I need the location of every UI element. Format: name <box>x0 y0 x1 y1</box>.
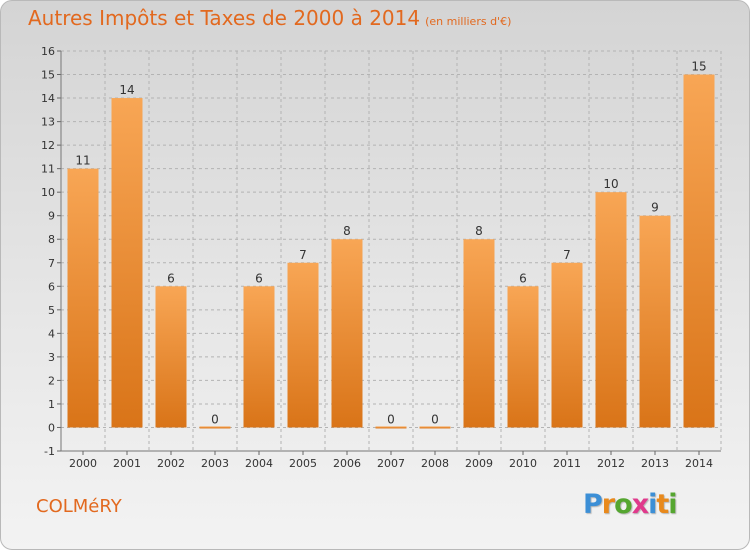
x-tick-label: 2014 <box>685 457 713 470</box>
bar-2005 <box>287 262 319 428</box>
y-tick-label: 2 <box>48 374 55 387</box>
bar-2011 <box>551 262 583 428</box>
chart-title: Autres Impôts et Taxes de 2000 à 2014 (en… <box>28 6 511 30</box>
bar-2014 <box>683 74 715 428</box>
y-tick-label: 15 <box>41 69 55 82</box>
x-tick-label: 2009 <box>465 457 493 470</box>
data-labels: 11 14 6 0 6 7 8 0 0 8 6 7 10 9 15 <box>75 60 706 427</box>
x-tick-label: 2004 <box>245 457 273 470</box>
y-tick-label: 10 <box>41 186 55 199</box>
bar-2006 <box>331 239 363 428</box>
y-tick-label: -1 <box>44 445 55 458</box>
logo-letter: i <box>648 489 657 520</box>
y-tick-label: 9 <box>48 210 55 223</box>
data-label: 8 <box>475 224 483 238</box>
bar-2002 <box>155 286 187 428</box>
data-label: 9 <box>651 201 659 215</box>
bar-2007 <box>375 426 407 429</box>
commune-name: COLMéRY <box>36 496 122 517</box>
bar-2003 <box>199 426 231 429</box>
bar-2001 <box>111 98 143 428</box>
x-tick-label: 2010 <box>509 457 537 470</box>
data-label: 6 <box>519 271 527 285</box>
y-tick-label: 5 <box>48 304 55 317</box>
bars <box>67 74 715 429</box>
data-label: 0 <box>431 412 439 426</box>
x-tick-label: 2005 <box>289 457 317 470</box>
x-tick-label: 2012 <box>597 457 625 470</box>
y-tick-label: 11 <box>41 163 55 176</box>
data-label: 0 <box>387 412 395 426</box>
data-label: 14 <box>119 83 134 97</box>
bar-2008 <box>419 426 451 429</box>
y-tick-label: 0 <box>48 421 55 434</box>
chart-title-text: Autres Impôts et Taxes de 2000 à 2014 <box>28 6 421 30</box>
y-tick-label: 4 <box>48 327 55 340</box>
logo-letter: o <box>614 489 633 520</box>
x-tick-label: 2013 <box>641 457 669 470</box>
y-tick-label: 16 <box>41 45 55 58</box>
bar-2013 <box>639 215 671 428</box>
x-tick-label: 2006 <box>333 457 361 470</box>
x-tick-label: 2007 <box>377 457 405 470</box>
data-label: 0 <box>211 412 219 426</box>
logo-letter: i <box>668 489 677 520</box>
x-tick-label: 2000 <box>69 457 97 470</box>
y-tick-label: 13 <box>41 116 55 129</box>
data-label: 11 <box>75 154 90 168</box>
proxiti-logo[interactable]: Proxiti <box>583 489 678 520</box>
y-tick-label: 12 <box>41 139 55 152</box>
data-label: 7 <box>563 248 571 262</box>
logo-letter: P <box>583 489 603 520</box>
y-tick-label: 1 <box>48 398 55 411</box>
data-label: 8 <box>343 224 351 238</box>
y-tick-label: 14 <box>41 92 55 105</box>
data-label: 7 <box>299 248 307 262</box>
bar-2000 <box>67 168 99 428</box>
chart-unit: (en milliers d'€) <box>425 15 512 28</box>
data-label: 15 <box>691 60 706 74</box>
logo-letter: r <box>601 489 615 520</box>
bar-2004 <box>243 286 275 428</box>
data-label: 6 <box>167 271 175 285</box>
y-tick-label: 7 <box>48 257 55 270</box>
y-tick-label: 3 <box>48 351 55 364</box>
bar-2009 <box>463 239 495 428</box>
x-tick-label: 2001 <box>113 457 141 470</box>
x-tick-label: 2008 <box>421 457 449 470</box>
x-tick-label: 2011 <box>553 457 581 470</box>
logo-letter: t <box>656 489 669 520</box>
x-tick-label: 2002 <box>157 457 185 470</box>
bar-2010 <box>507 286 539 428</box>
x-tick-label: 2003 <box>201 457 229 470</box>
data-label: 6 <box>255 271 263 285</box>
data-label: 10 <box>603 177 618 191</box>
y-tick-label: 8 <box>48 233 55 246</box>
logo-letter: x <box>631 489 649 520</box>
y-tick-label: 6 <box>48 280 55 293</box>
bar-2012 <box>595 192 627 428</box>
